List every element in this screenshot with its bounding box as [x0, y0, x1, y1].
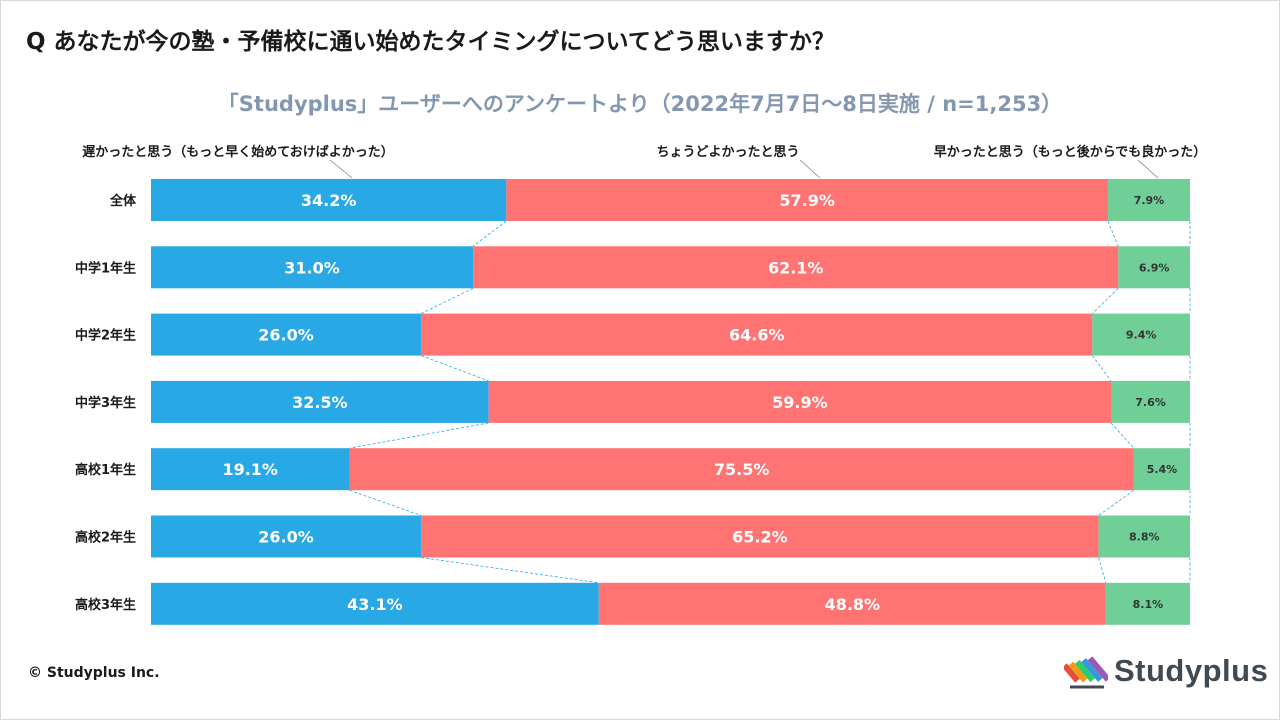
series-line	[349, 422, 489, 449]
series-line	[420, 287, 474, 314]
data-label: 6.9%	[1139, 261, 1170, 274]
data-label: 65.2%	[732, 528, 788, 547]
series-line	[420, 355, 489, 382]
data-label: 26.0%	[258, 326, 314, 345]
bar-segment	[1092, 313, 1190, 356]
bar-segment	[151, 246, 474, 289]
data-label: 34.2%	[301, 191, 357, 210]
series-line	[472, 220, 507, 247]
studyplus-logo: Studyplus	[1064, 651, 1268, 691]
data-label: 75.5%	[714, 460, 770, 479]
series-line	[1092, 355, 1112, 382]
data-label: 19.1%	[222, 460, 278, 479]
legend-entry: 遅かったと思う（もっと早く始めておけばよかった）	[82, 144, 394, 160]
bar-segment	[1111, 380, 1190, 423]
data-label: 9.4%	[1126, 329, 1157, 342]
series-line	[1098, 557, 1107, 583]
bar-segment	[151, 313, 422, 356]
bar-segment	[1107, 179, 1190, 221]
category-label: 高校1年生	[75, 462, 136, 478]
bar-segment	[151, 515, 422, 558]
bar-segment	[1133, 448, 1190, 491]
data-label: 8.8%	[1129, 531, 1160, 544]
bar-segment	[1105, 582, 1190, 625]
series-line	[349, 489, 422, 516]
series-line	[1110, 422, 1135, 449]
logo-text: Studyplus	[1114, 653, 1269, 688]
category-label: 高校2年生	[75, 530, 136, 546]
legend-leader-line	[329, 159, 353, 179]
data-label: 64.6%	[729, 326, 785, 345]
bar-segment	[349, 448, 1134, 491]
data-label: 62.1%	[768, 258, 824, 277]
bar-segment	[1098, 515, 1190, 558]
data-label: 48.8%	[825, 595, 881, 614]
bar-segment	[151, 179, 507, 221]
category-label: 高校3年生	[75, 597, 136, 613]
series-line	[421, 557, 599, 584]
bar-segment	[421, 515, 1099, 558]
series-line	[1107, 220, 1119, 247]
legend-entry: ちょうどよかったと思う	[656, 145, 799, 160]
bar-segment	[151, 448, 350, 491]
question-title: Q あなたが今の塾・予備校に通い始めたタイミングについてどう思いますか？	[26, 29, 835, 55]
survey-subtitle: 「Studyplus」ユーザーへのアンケートより（2022年7月7日〜8日実施 …	[217, 92, 1063, 116]
data-label: 43.1%	[347, 595, 403, 614]
data-label: 8.1%	[1133, 598, 1164, 611]
series-line	[1098, 489, 1135, 516]
bar-segment	[598, 582, 1106, 625]
data-label: 5.4%	[1147, 463, 1178, 476]
studyplus-logo-icon	[1064, 656, 1108, 689]
legend-leader-line	[799, 159, 821, 179]
data-label: 26.0%	[258, 528, 314, 547]
bar-segment	[151, 380, 489, 423]
data-label: 32.5%	[292, 393, 348, 412]
bar-segment	[473, 246, 1119, 289]
category-label: 中学3年生	[75, 395, 136, 411]
bar-segment	[421, 313, 1093, 356]
data-label: 59.9%	[772, 393, 828, 412]
bar-segment	[151, 582, 599, 625]
bar-segment	[1118, 246, 1190, 289]
data-label: 7.9%	[1134, 194, 1165, 207]
data-label: 31.0%	[284, 258, 340, 277]
bar-segment	[488, 380, 1112, 423]
data-label: 57.9%	[779, 191, 835, 210]
series-line	[1092, 288, 1119, 314]
bar-segment	[506, 179, 1108, 221]
category-label: 中学2年生	[75, 328, 136, 344]
category-label: 中学1年生	[75, 260, 136, 276]
data-label: 7.6%	[1135, 396, 1166, 409]
category-label: 全体	[109, 193, 137, 209]
legend-entry: 早かったと思う（もっと後からでも良かった）	[934, 144, 1207, 160]
copyright: © Studyplus Inc.	[28, 665, 160, 681]
legend-leader-line	[1137, 159, 1159, 179]
